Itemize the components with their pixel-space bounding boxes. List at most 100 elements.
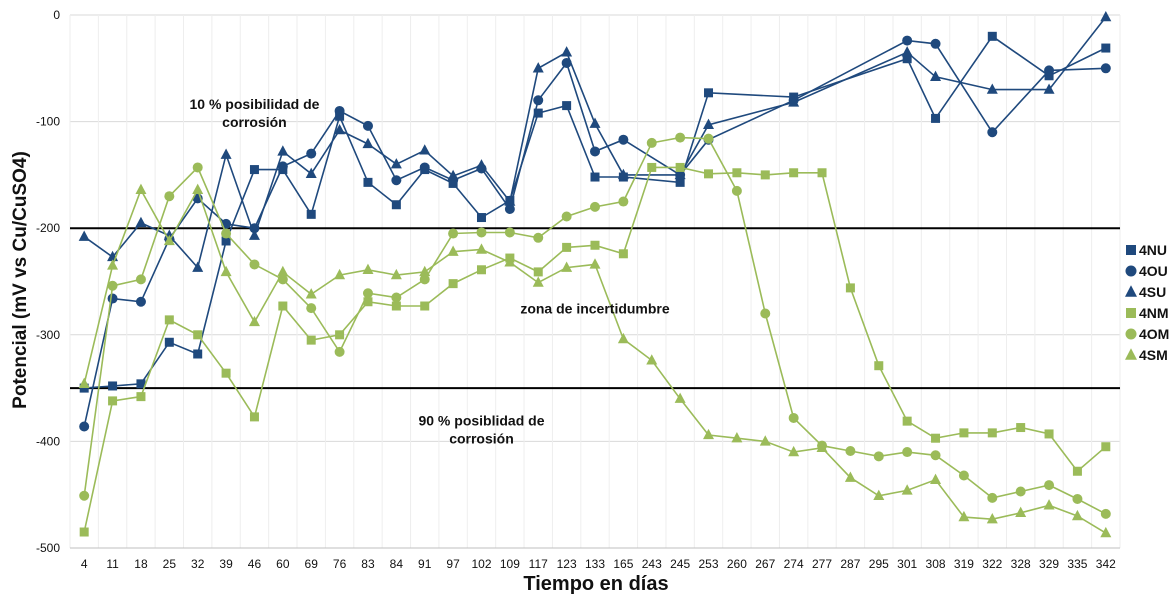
legend-item-4NM: 4NM — [1126, 305, 1169, 321]
series-4OM — [79, 132, 1111, 519]
data-point — [221, 236, 231, 246]
x-tick-label: 117 — [529, 557, 548, 571]
x-tick-label: 260 — [727, 557, 747, 571]
x-tick-label: 253 — [698, 557, 718, 571]
data-point — [164, 315, 174, 325]
x-tick-label: 11 — [106, 557, 119, 571]
data-point — [1015, 486, 1026, 497]
legend-item-4NU: 4NU — [1126, 242, 1167, 258]
data-point — [1100, 10, 1112, 22]
data-point — [475, 159, 487, 170]
data-point — [79, 421, 90, 432]
data-point — [674, 168, 686, 180]
data-point — [448, 228, 459, 239]
data-point — [674, 392, 686, 403]
data-point — [476, 265, 486, 275]
grid-lines — [69, 14, 1121, 549]
data-point — [78, 377, 90, 389]
x-tick-label: 322 — [982, 557, 1002, 571]
data-point — [589, 117, 601, 128]
data-point — [107, 280, 118, 291]
data-point — [135, 216, 147, 228]
data-point — [504, 204, 515, 215]
data-point — [590, 172, 600, 182]
data-point — [362, 137, 374, 149]
x-tick-label: 60 — [276, 557, 290, 571]
x-tick-label: 287 — [840, 557, 860, 571]
x-tick-label: 109 — [500, 557, 520, 571]
x-tick-label: 102 — [471, 557, 491, 571]
series-4NM — [79, 162, 1111, 537]
data-point — [334, 268, 346, 280]
x-tick-label: 277 — [812, 557, 832, 571]
x-tick-label: 84 — [390, 557, 404, 571]
data-point — [390, 158, 402, 169]
data-point — [1125, 285, 1137, 297]
data-point — [306, 335, 316, 345]
data-point — [788, 412, 799, 423]
y-tick-label: 0 — [53, 8, 60, 22]
data-point — [561, 46, 573, 57]
data-point — [930, 450, 941, 461]
data-point — [874, 361, 884, 371]
annotation: 90 % posiblidad de corrosión — [418, 412, 544, 446]
data-point — [1126, 245, 1136, 255]
data-point — [391, 200, 401, 210]
data-point — [504, 195, 516, 206]
x-tick-label: 295 — [869, 557, 889, 571]
data-point — [590, 146, 600, 157]
data-point — [136, 379, 146, 389]
data-point — [732, 168, 742, 178]
data-point — [618, 134, 629, 145]
data-point — [192, 183, 204, 194]
data-point — [78, 230, 90, 241]
data-point — [760, 170, 770, 180]
data-point — [1100, 508, 1111, 519]
data-point — [163, 234, 175, 246]
x-tick-label: 133 — [585, 557, 605, 571]
data-point — [901, 46, 913, 57]
annotation: zona de incertidumbre — [520, 300, 670, 316]
data-point — [221, 228, 232, 239]
legend-label: 4OU — [1139, 263, 1168, 279]
x-tick-label: 83 — [361, 557, 375, 571]
data-point — [192, 261, 204, 272]
legend-label: 4SM — [1139, 347, 1168, 363]
y-tick-labels: 0 -100 -200 -300 -400 -500 — [36, 8, 60, 555]
data-point — [532, 62, 544, 73]
data-point — [220, 148, 232, 159]
data-point — [788, 445, 800, 457]
series-line — [83, 166, 1107, 533]
data-point — [1126, 308, 1136, 318]
x-tick-label: 267 — [755, 557, 775, 571]
data-point — [844, 471, 856, 482]
x-axis-label: Tiempo en días — [523, 573, 668, 595]
data-point — [277, 265, 289, 277]
data-point — [277, 145, 289, 156]
data-point — [79, 490, 90, 501]
data-point — [533, 267, 543, 277]
data-point — [135, 274, 146, 285]
data-point — [958, 470, 969, 481]
x-tick-label: 274 — [784, 557, 804, 571]
data-point — [533, 232, 544, 243]
data-point — [1125, 328, 1137, 340]
data-point — [192, 162, 203, 173]
data-point — [902, 416, 912, 426]
data-point — [675, 162, 685, 172]
x-tick-label: 123 — [557, 557, 577, 571]
y-tick-label: -400 — [36, 434, 60, 448]
series-4SM — [78, 183, 1112, 538]
data-point — [504, 256, 516, 267]
data-point — [504, 227, 515, 238]
data-point — [248, 229, 260, 240]
data-point — [221, 368, 231, 378]
data-point — [817, 168, 827, 178]
data-point — [986, 513, 998, 524]
series-line — [83, 16, 1107, 270]
data-point — [562, 242, 572, 252]
data-point — [334, 346, 345, 357]
data-point — [789, 168, 799, 178]
data-point — [902, 54, 912, 64]
data-point — [816, 441, 828, 452]
